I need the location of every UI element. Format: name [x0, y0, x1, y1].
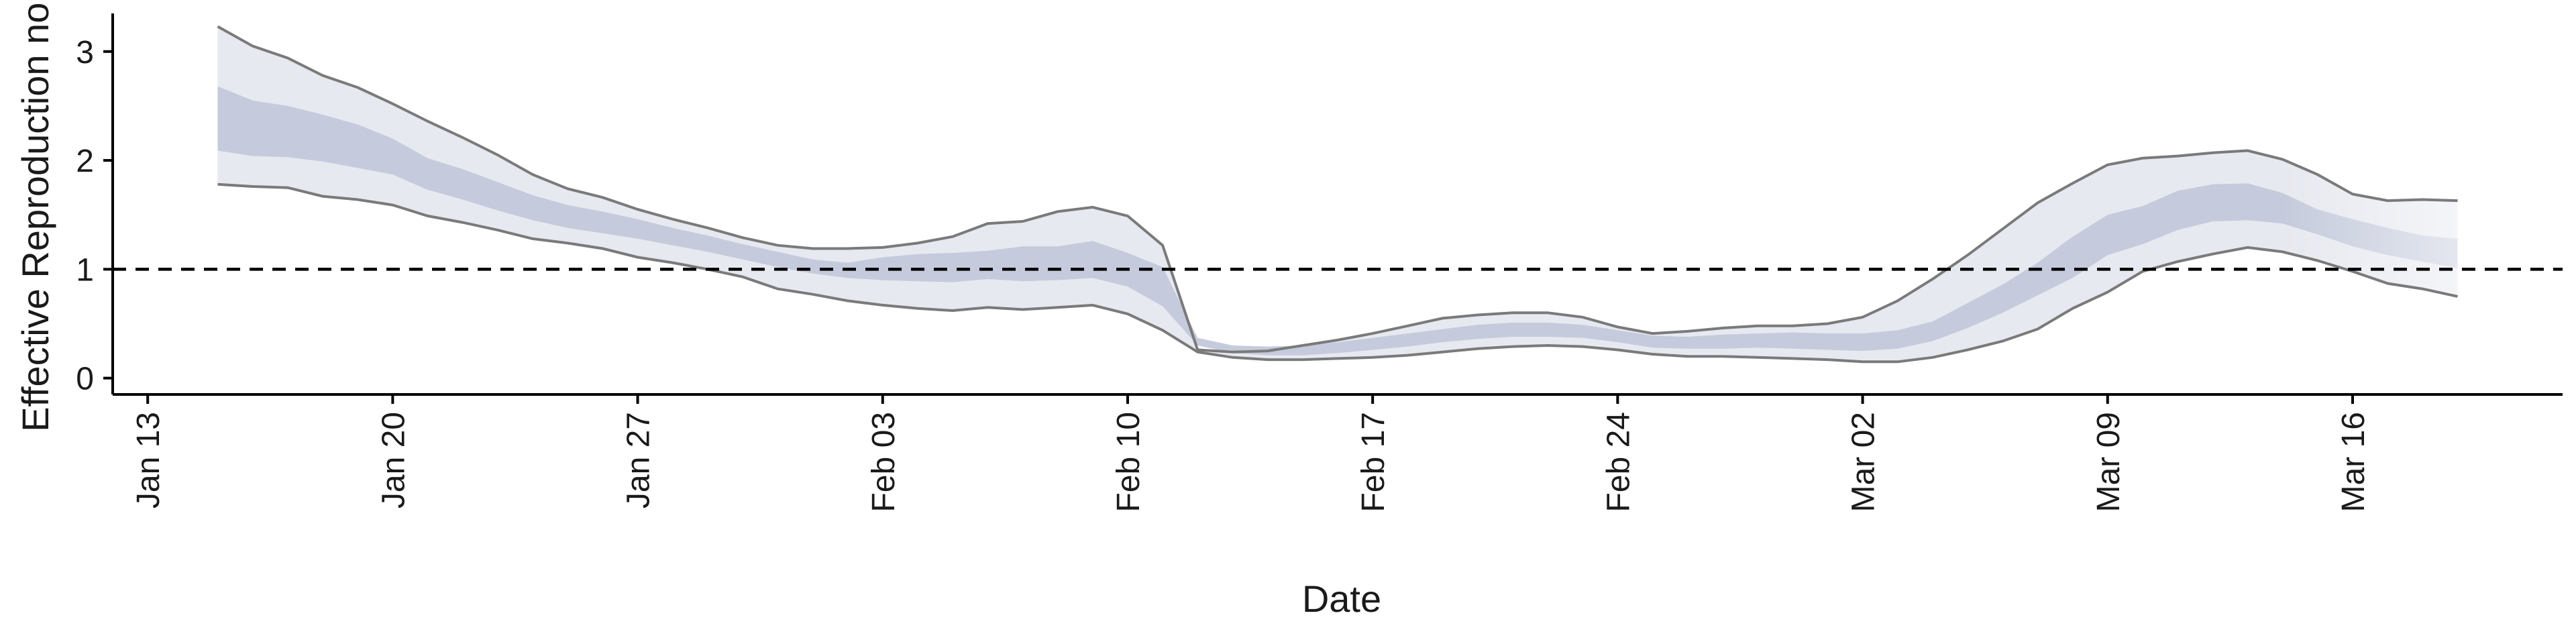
x-tick-label: Mar 09	[2091, 412, 2127, 512]
x-tick-label: Mar 02	[1846, 412, 1882, 512]
y-tick-label: 3	[76, 35, 94, 70]
x-tick-label: Feb 03	[866, 412, 902, 512]
y-tick-label: 0	[76, 362, 94, 397]
x-tick-label: Jan 27	[621, 412, 657, 508]
y-axis-title: Effective Reproduction no.	[14, 0, 56, 432]
recent-estimate-fade	[2282, 13, 2461, 394]
plot-area	[113, 13, 2563, 394]
y-tick-label: 2	[76, 144, 94, 179]
x-tick-label: Jan 13	[131, 412, 166, 508]
x-tick-label: Jan 20	[376, 412, 411, 508]
x-tick-label: Feb 10	[1111, 412, 1146, 512]
x-tick-label: Feb 17	[1356, 412, 1391, 512]
ci-90-lower-line	[217, 182, 2458, 364]
axes: 0 1 2 3 Jan 13 Jan 20 Jan 27 Feb 03 Feb 10 Feb 17…	[76, 13, 2563, 512]
x-tick-label: Mar 16	[2336, 412, 2371, 512]
ci-90-upper-line	[217, 25, 2458, 354]
y-tick-label: 1	[76, 252, 94, 288]
ci-50-band	[217, 86, 2458, 356]
ci-90-band	[217, 26, 2458, 362]
x-tick-label: Feb 24	[1601, 412, 1636, 512]
x-axis-title: Date	[1302, 578, 1381, 620]
